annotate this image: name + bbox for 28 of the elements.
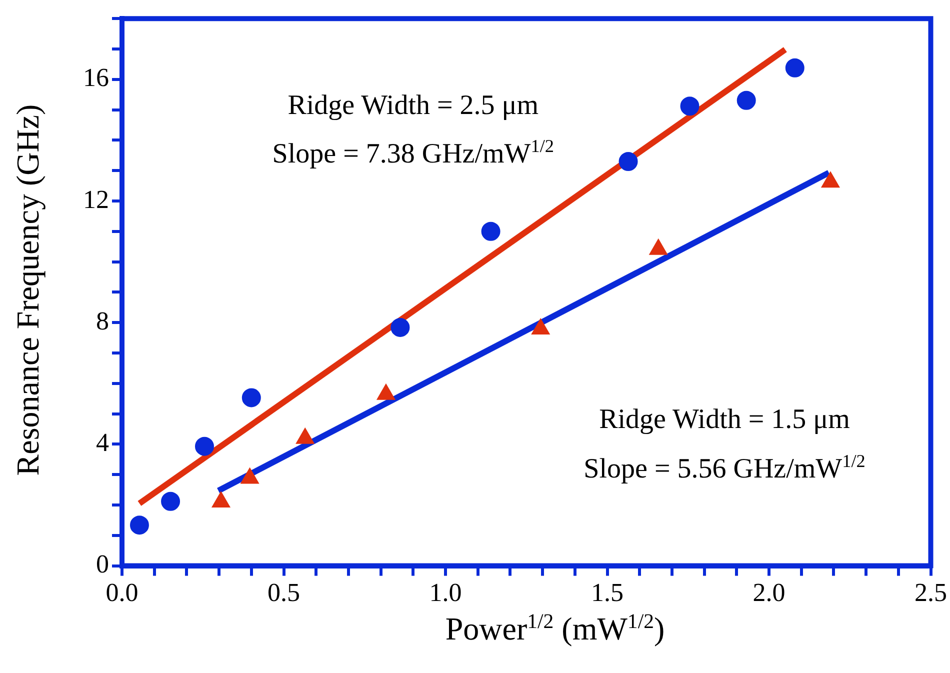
y-tick-label: 16 [83, 63, 109, 92]
point [390, 318, 410, 337]
point [618, 152, 638, 171]
y-tick-label: 4 [96, 428, 109, 458]
annotation: Ridge Width = 2.5 μm [288, 90, 539, 122]
point [531, 318, 550, 334]
point [481, 222, 500, 241]
x-tick-label: 2.0 [752, 578, 786, 608]
y-tick-label: 8 [96, 306, 109, 336]
point [736, 90, 756, 110]
point [680, 96, 700, 116]
x-tick-label: 2.5 [914, 578, 947, 608]
annotation: Slope = 5.56 GHz/mW$^{1/2}$ [584, 450, 866, 486]
x-tick-label: 0.5 [268, 578, 300, 608]
x-axis-title: Power$^{1/2}$ (mW$^{1/2}$) [445, 610, 665, 648]
x-tick-label: 1.5 [591, 578, 624, 608]
annotation: Ridge Width = 1.5 μm [599, 404, 850, 436]
point [296, 428, 314, 444]
annotation: Slope = 7.38 GHz/mW$^{1/2}$ [272, 136, 554, 171]
y-tick-label: 12 [83, 184, 109, 214]
point [376, 384, 396, 400]
x-tick-label: 1.0 [429, 578, 462, 608]
point [240, 468, 259, 484]
y-axis-title: Resonance Frequency (GHz) [10, 104, 46, 476]
x-tick-label: 0.0 [106, 578, 138, 608]
y-tick-label: 0 [96, 550, 109, 579]
point [212, 491, 230, 508]
point [785, 58, 804, 78]
